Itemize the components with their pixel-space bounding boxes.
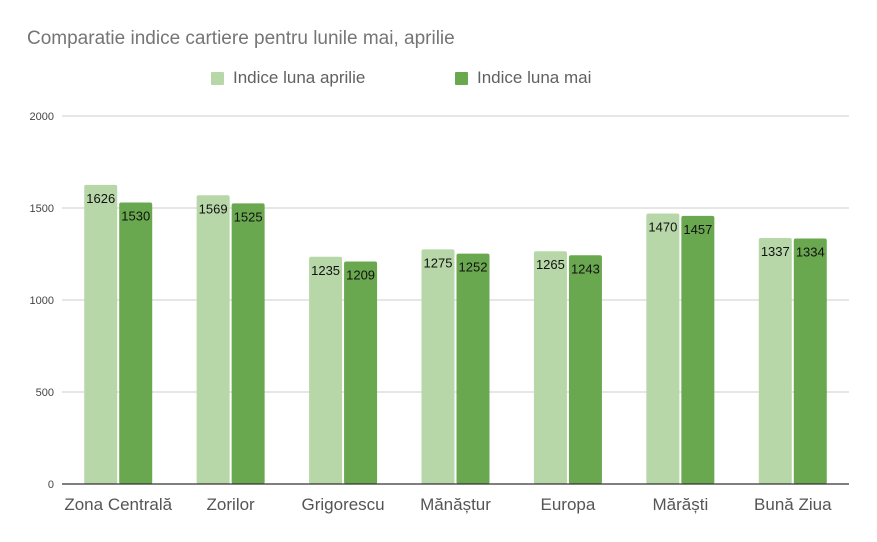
data-label-mai-1: 1525 bbox=[234, 209, 263, 224]
bar-aprilie-6 bbox=[758, 237, 792, 484]
x-tick-label-5: Mărăști bbox=[652, 495, 708, 514]
data-label-mai-3: 1252 bbox=[459, 260, 488, 275]
legend-item-aprilie[interactable]: Indice luna aprilie bbox=[211, 68, 365, 88]
data-label-aprilie-4: 1265 bbox=[536, 257, 565, 272]
data-label-aprilie-6: 1337 bbox=[761, 244, 790, 259]
bar-aprilie-2 bbox=[309, 256, 343, 484]
data-label-aprilie-0: 1626 bbox=[86, 191, 115, 206]
data-label-aprilie-1: 1569 bbox=[199, 201, 228, 216]
chart-title: Comparatie indice cartiere pentru lunile… bbox=[27, 28, 455, 49]
data-label-mai-2: 1209 bbox=[346, 268, 375, 283]
legend-label-mai: Indice luna mai bbox=[477, 68, 592, 87]
y-tick-label-1500: 1500 bbox=[30, 203, 54, 215]
data-label-aprilie-2: 1235 bbox=[311, 263, 340, 278]
y-tick-label-0: 0 bbox=[48, 479, 54, 491]
x-tick-label-4: Europa bbox=[541, 495, 596, 514]
bar-aprilie-1 bbox=[196, 195, 230, 484]
y-tick-label-500: 500 bbox=[36, 387, 54, 399]
bar-mai-1 bbox=[231, 203, 265, 484]
legend-label-aprilie: Indice luna aprilie bbox=[233, 68, 366, 87]
bar-aprilie-3 bbox=[421, 249, 455, 484]
x-tick-label-1: Zorilor bbox=[207, 495, 256, 514]
bar-mai-6 bbox=[793, 238, 827, 484]
bar-mai-5 bbox=[681, 215, 715, 485]
data-label-mai-0: 1530 bbox=[121, 208, 150, 223]
data-label-mai-4: 1243 bbox=[571, 261, 600, 276]
bar-mai-2 bbox=[344, 261, 378, 484]
x-tick-label-3: Mănăștur bbox=[420, 495, 491, 514]
data-label-aprilie-3: 1275 bbox=[424, 255, 453, 270]
x-tick-label-2: Grigorescu bbox=[302, 495, 385, 514]
bar-aprilie-5 bbox=[646, 213, 680, 484]
legend-item-mai[interactable]: Indice luna mai bbox=[455, 68, 591, 88]
bar-mai-3 bbox=[456, 253, 490, 484]
x-tick-label-0: Zona Centrală bbox=[64, 495, 172, 514]
legend-swatch-aprilie bbox=[211, 71, 224, 85]
bar-aprilie-0 bbox=[84, 184, 118, 485]
data-label-mai-5: 1457 bbox=[683, 222, 712, 237]
bar-mai-0 bbox=[119, 202, 153, 485]
legend-swatch-mai bbox=[455, 71, 468, 85]
bar-mai-4 bbox=[568, 255, 602, 484]
y-tick-label-1000: 1000 bbox=[30, 295, 54, 307]
y-tick-label-2000: 2000 bbox=[30, 111, 54, 123]
data-label-mai-6: 1334 bbox=[796, 245, 825, 260]
x-tick-label-6: Bună Ziua bbox=[754, 495, 832, 514]
legend: Indice luna aprilie Indice luna mai bbox=[0, 68, 877, 92]
data-label-aprilie-5: 1470 bbox=[648, 220, 677, 235]
bar-aprilie-4 bbox=[533, 251, 567, 484]
